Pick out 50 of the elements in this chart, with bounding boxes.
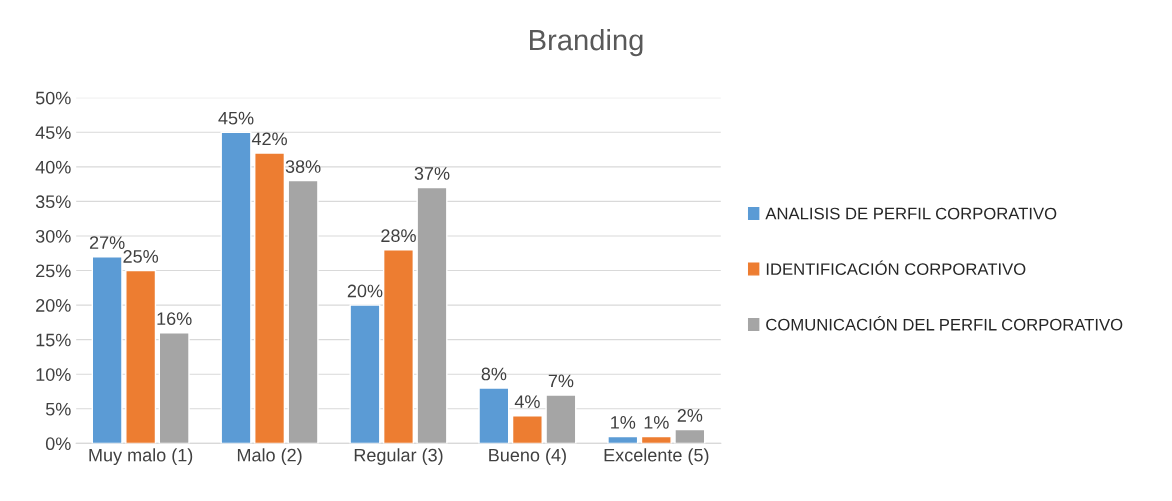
- x-tick-label: Bueno (4): [489, 448, 566, 466]
- y-tick-label: 30%: [35, 229, 71, 243]
- y-tick-label: 20%: [36, 299, 71, 312]
- bar: [158, 332, 190, 444]
- chart-title: Branding: [530, 28, 643, 57]
- data-label: 38%: [285, 160, 321, 173]
- data-label: 42%: [251, 132, 287, 146]
- data-label: 1%: [611, 416, 636, 429]
- y-tick-label: 0%: [45, 437, 71, 451]
- bar: [545, 394, 577, 444]
- y-tick-label: 25%: [36, 264, 71, 278]
- data-label: 2%: [677, 409, 703, 422]
- legend-label: COMUNICACIÓN DEL PERFIL CORPORATIVO: [766, 315, 1123, 331]
- x-tick-label: Muy malo (1): [89, 448, 193, 466]
- y-tick-label: 10%: [36, 368, 71, 381]
- bar: [674, 428, 706, 444]
- bar: [125, 269, 157, 444]
- y-tick-label: 40%: [35, 160, 71, 174]
- legend-label: ANALISIS DE PERFIL CORPORATIVO: [765, 207, 1057, 220]
- bar: [640, 435, 672, 444]
- x-tick-label: Excelente (5): [604, 448, 709, 466]
- x-tick-label: Regular (3): [354, 448, 443, 466]
- data-label: 27%: [89, 236, 125, 249]
- y-tick-label: 15%: [36, 333, 71, 347]
- data-label: 28%: [381, 229, 416, 243]
- bar: [382, 249, 415, 444]
- data-label: 16%: [157, 312, 192, 326]
- data-label: 1%: [644, 416, 669, 429]
- y-tick-label: 5%: [45, 402, 71, 416]
- legend-label: IDENTIFICACIÓN CORPORATIVO: [766, 260, 1026, 276]
- data-label: 25%: [123, 250, 159, 263]
- bar: [91, 256, 123, 444]
- bar: [607, 435, 639, 444]
- bar: [254, 152, 286, 444]
- y-tick-label: 45%: [35, 126, 71, 139]
- bar: [416, 186, 448, 444]
- bar: [349, 304, 381, 444]
- y-tick-label: 50%: [35, 91, 71, 105]
- data-label: 20%: [347, 284, 383, 298]
- bar: [220, 131, 252, 444]
- y-tick-label: 35%: [35, 195, 71, 209]
- data-label: 7%: [548, 374, 574, 388]
- bar: [511, 415, 543, 444]
- data-label: 8%: [481, 367, 507, 381]
- data-label: 45%: [218, 111, 254, 125]
- data-label: 37%: [414, 167, 450, 180]
- bar: [478, 387, 510, 444]
- x-tick-label: Malo (2): [237, 448, 302, 466]
- data-label: 4%: [514, 395, 540, 408]
- bar: [287, 179, 319, 444]
